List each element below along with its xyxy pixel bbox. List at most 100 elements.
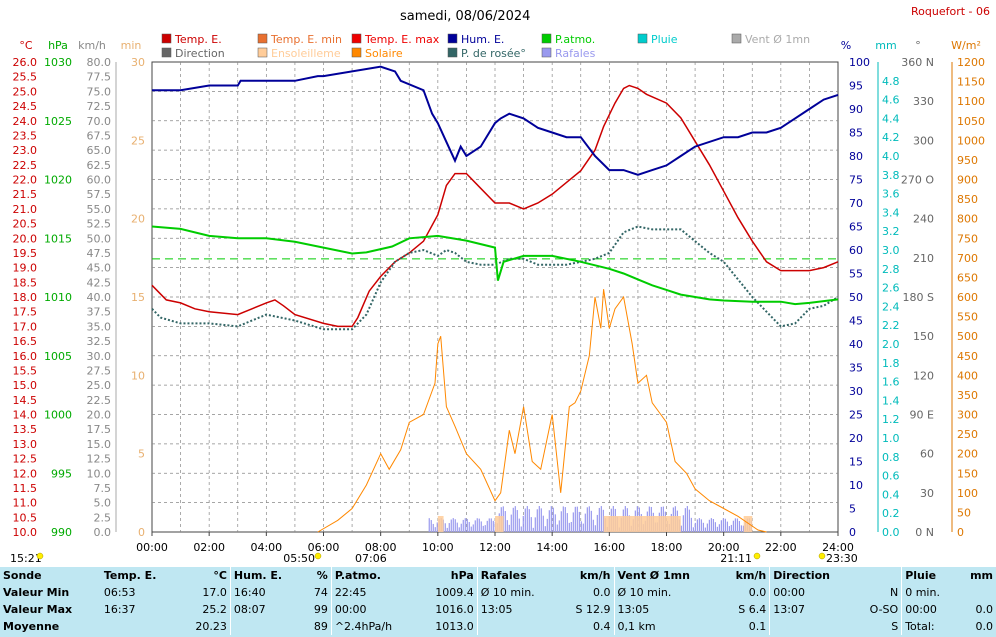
axis-tick-solar: 600 (957, 291, 978, 304)
axis-unit-label: min (121, 39, 142, 52)
axis-tick-rain: 1.2 (882, 413, 900, 426)
stats-header-vent: Vent Ø 1mn (613, 567, 720, 584)
x-tick-label: 18:00 (651, 541, 683, 554)
axis-tick-humidity: 45 (849, 315, 863, 328)
axis-tick-rain: 1.4 (882, 394, 900, 407)
stats-header-sonde: Sonde (3, 569, 42, 582)
marker-label: 05:50 (283, 552, 315, 565)
weather-chart: samedi, 08/06/2024 Temp. E. Temp. E. min T… (10, 9, 985, 565)
axis-tick-rain: 3.0 (882, 244, 900, 257)
stats-cell: S (891, 620, 899, 633)
axis-tick-wind: 60.0 (87, 174, 112, 187)
stats-row-min: Valeur Min 06:53 17.0 16:40 74 22:45 100… (0, 584, 996, 601)
axis-tick-wind: 37.5 (87, 306, 112, 319)
axis-tick-direction: 120 (913, 369, 934, 382)
legend-swatch (541, 47, 552, 58)
axis-tick-temp: 18.5 (13, 276, 38, 289)
grid (151, 61, 839, 533)
stats-header-hum: Hum. E. (229, 567, 304, 584)
x-tick-label: 10:00 (422, 541, 454, 554)
axis-tick-wind: 62.5 (87, 159, 112, 172)
stats-header-temp: Temp. E. (103, 569, 157, 582)
axis-tick-solar: 800 (957, 213, 978, 226)
axis-tick-direction: 180 S (903, 291, 934, 304)
legend-label: Hum. E. (461, 33, 504, 46)
stats-header-rafales: Rafales (476, 567, 559, 584)
axis-tick-temp: 14.0 (13, 409, 38, 422)
axis-tick-temp: 21.5 (13, 188, 38, 201)
series-temp-e- (151, 84, 839, 328)
axis-tick-humidity: 0 (849, 526, 856, 539)
axis-tick-solar: 1100 (957, 95, 985, 108)
axis-tick-rain: 2.8 (882, 263, 900, 276)
axis-tick-temp: 12.0 (13, 467, 38, 480)
stats-cell: N (889, 586, 899, 599)
axis-tick-temp: 11.0 (13, 497, 38, 510)
axis-tick-solar: 650 (957, 271, 978, 284)
legend-swatch (257, 33, 268, 44)
axis-tick-wind: 72.5 (87, 100, 112, 113)
stats-cell (101, 618, 180, 635)
legend-label: Pluie (651, 33, 678, 46)
x-tick-label: 16:00 (593, 541, 625, 554)
legend-swatch (447, 33, 458, 44)
series-hum-e- (152, 65, 839, 176)
axis-tick-sun: 5 (138, 448, 145, 461)
stats-cell: 74 (313, 586, 328, 599)
stats-cell: 89 (313, 620, 328, 633)
axis-tick-humidity: 10 (849, 479, 863, 492)
axis-tick-temp: 17.0 (13, 320, 38, 333)
axis-tick-solar: 400 (957, 369, 978, 382)
axis-tick-wind: 40.0 (87, 291, 112, 304)
axis-tick-solar: 150 (957, 467, 978, 480)
axis-tick-humidity: 55 (849, 268, 863, 281)
axis-units: °C hPa km/h min% mm ° W/m² (19, 39, 980, 52)
axis-tick-solar: 1150 (957, 76, 985, 89)
axis-tick-pressure: 1010 (44, 291, 72, 304)
stats-cell: 0.0 (748, 586, 767, 599)
sun-marker-icon (818, 552, 826, 560)
axis-tick-humidity: 70 (849, 197, 863, 210)
axis-tick-rain: 4.2 (882, 131, 900, 144)
stats-row-label: Moyenne (3, 620, 60, 633)
axis-tick-humidity: 40 (849, 338, 863, 351)
axis-tick-wind: 12.5 (87, 453, 112, 466)
stats-cell: 06:53 (103, 586, 136, 599)
axis-tick-temp: 15.0 (13, 379, 38, 392)
stats-row-mean: Moyenne 20.23 89 ^2.4hPa/h 1013.0 0.4 0,… (0, 618, 996, 635)
axis-tick-direction: 240 (913, 213, 934, 226)
axis-tick-temp: 24.0 (13, 115, 38, 128)
axis-tick-wind: 20.0 (87, 409, 112, 422)
legend-swatch (161, 47, 172, 58)
stats-cell: 0.4 (593, 620, 611, 633)
axis-tick-temp: 19.5 (13, 247, 38, 260)
axis-tick-sun: 0 (138, 526, 145, 539)
axis-tick-wind: 45.0 (87, 262, 112, 275)
axis-tick-pressure: 1015 (44, 232, 72, 245)
legend-swatch (541, 33, 552, 44)
sunshine-bar (743, 516, 753, 532)
axis-tick-direction: 0 N (915, 526, 934, 539)
axis-tick-rain: 4.4 (882, 112, 900, 125)
axis-tick-wind: 0.0 (94, 526, 112, 539)
legend-label: Solaire (365, 47, 403, 60)
axis-tick-rain: 3.2 (882, 225, 900, 238)
stats-cell: Ø 10 min. (613, 584, 720, 601)
axis-tick-temp: 20.5 (13, 218, 38, 231)
x-tick-label: 08:00 (365, 541, 397, 554)
axis-tick-pressure: 1030 (44, 56, 72, 69)
axis-tick-sun: 20 (131, 213, 145, 226)
axis-tick-sun: 30 (131, 56, 145, 69)
legend-swatch (257, 47, 268, 58)
axis-tick-humidity: 5 (849, 503, 856, 516)
axis-tick-wind: 15.0 (87, 438, 112, 451)
axis-tick-solar: 250 (957, 428, 978, 441)
x-tick-label: 22:00 (765, 541, 797, 554)
axis-tick-wind: 50.0 (87, 232, 112, 245)
marker-label: 21:11 (720, 552, 752, 565)
axis-tick-temp: 22.0 (13, 174, 38, 187)
stats-cell: 13:05 (476, 601, 559, 618)
sunshine-bar (437, 516, 444, 532)
axis-tick-temp: 22.5 (13, 159, 38, 172)
stats-row-max: Valeur Max 16:37 25.2 08:07 99 00:00 101… (0, 601, 996, 618)
